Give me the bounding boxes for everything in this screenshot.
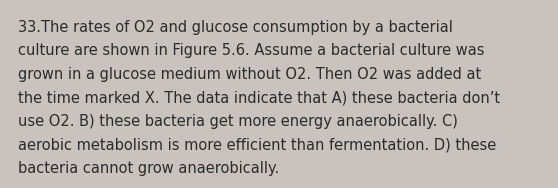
Text: use O2. B) these bacteria get more energy anaerobically. C): use O2. B) these bacteria get more energ…: [18, 114, 458, 129]
Text: the time marked X. The data indicate that A) these bacteria don’t: the time marked X. The data indicate tha…: [18, 90, 500, 105]
Text: grown in a glucose medium without O2. Then O2 was added at: grown in a glucose medium without O2. Th…: [18, 67, 481, 82]
Text: culture are shown in Figure 5.6. Assume a bacterial culture was: culture are shown in Figure 5.6. Assume …: [18, 43, 484, 58]
Text: bacteria cannot grow anaerobically.: bacteria cannot grow anaerobically.: [18, 161, 279, 176]
Text: aerobic metabolism is more efficient than fermentation. D) these: aerobic metabolism is more efficient tha…: [18, 137, 496, 152]
Text: 33.The rates of O2 and glucose consumption by a bacterial: 33.The rates of O2 and glucose consumpti…: [18, 20, 453, 35]
